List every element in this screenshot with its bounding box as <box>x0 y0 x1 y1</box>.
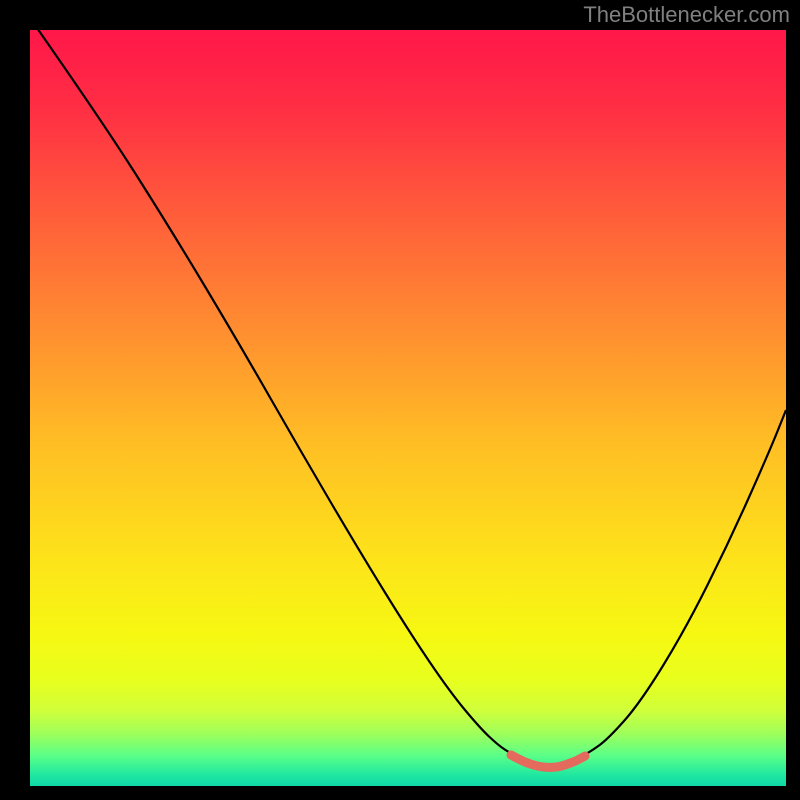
chart-root: TheBottlenecker.com <box>0 0 800 800</box>
plot-svg <box>30 30 786 786</box>
plot-area <box>30 30 786 786</box>
watermark-text: TheBottlenecker.com <box>583 2 790 28</box>
gradient-background <box>30 30 786 786</box>
